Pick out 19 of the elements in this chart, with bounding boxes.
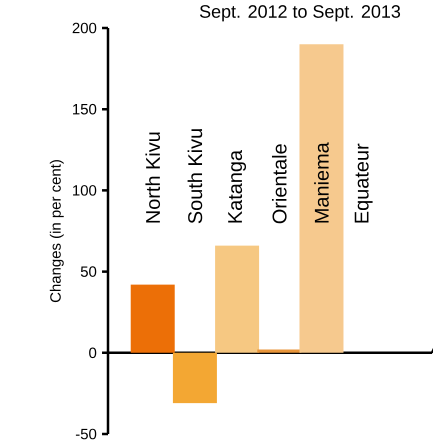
- x-tick-label: North Kivu: [145, 132, 160, 223]
- y-tick-label: 50: [80, 266, 96, 277]
- y-tick-label: 200: [72, 22, 96, 34]
- chart-title: Sept. 2012 to Sept. 2013: [200, 5, 400, 22]
- y-axis-title: Changes (in per cent): [50, 160, 64, 302]
- x-tick-label: South Kivu: [188, 129, 202, 224]
- bar: [172, 352, 217, 404]
- y-tick-label: 150: [73, 104, 96, 114]
- bar: [257, 350, 302, 353]
- bar: [215, 246, 260, 353]
- y-tick-label: 100: [73, 185, 96, 196]
- bar: [130, 284, 175, 353]
- x-tick-label: Equateur: [354, 144, 373, 223]
- x-tick-label: Orientale: [272, 144, 287, 224]
- y-tick-label: 0: [89, 348, 96, 358]
- y-tick-label: -50: [76, 428, 96, 440]
- x-tick-label: Katanga: [228, 150, 246, 223]
- x-tick-label: Maniema: [314, 142, 329, 223]
- bar: [299, 44, 344, 353]
